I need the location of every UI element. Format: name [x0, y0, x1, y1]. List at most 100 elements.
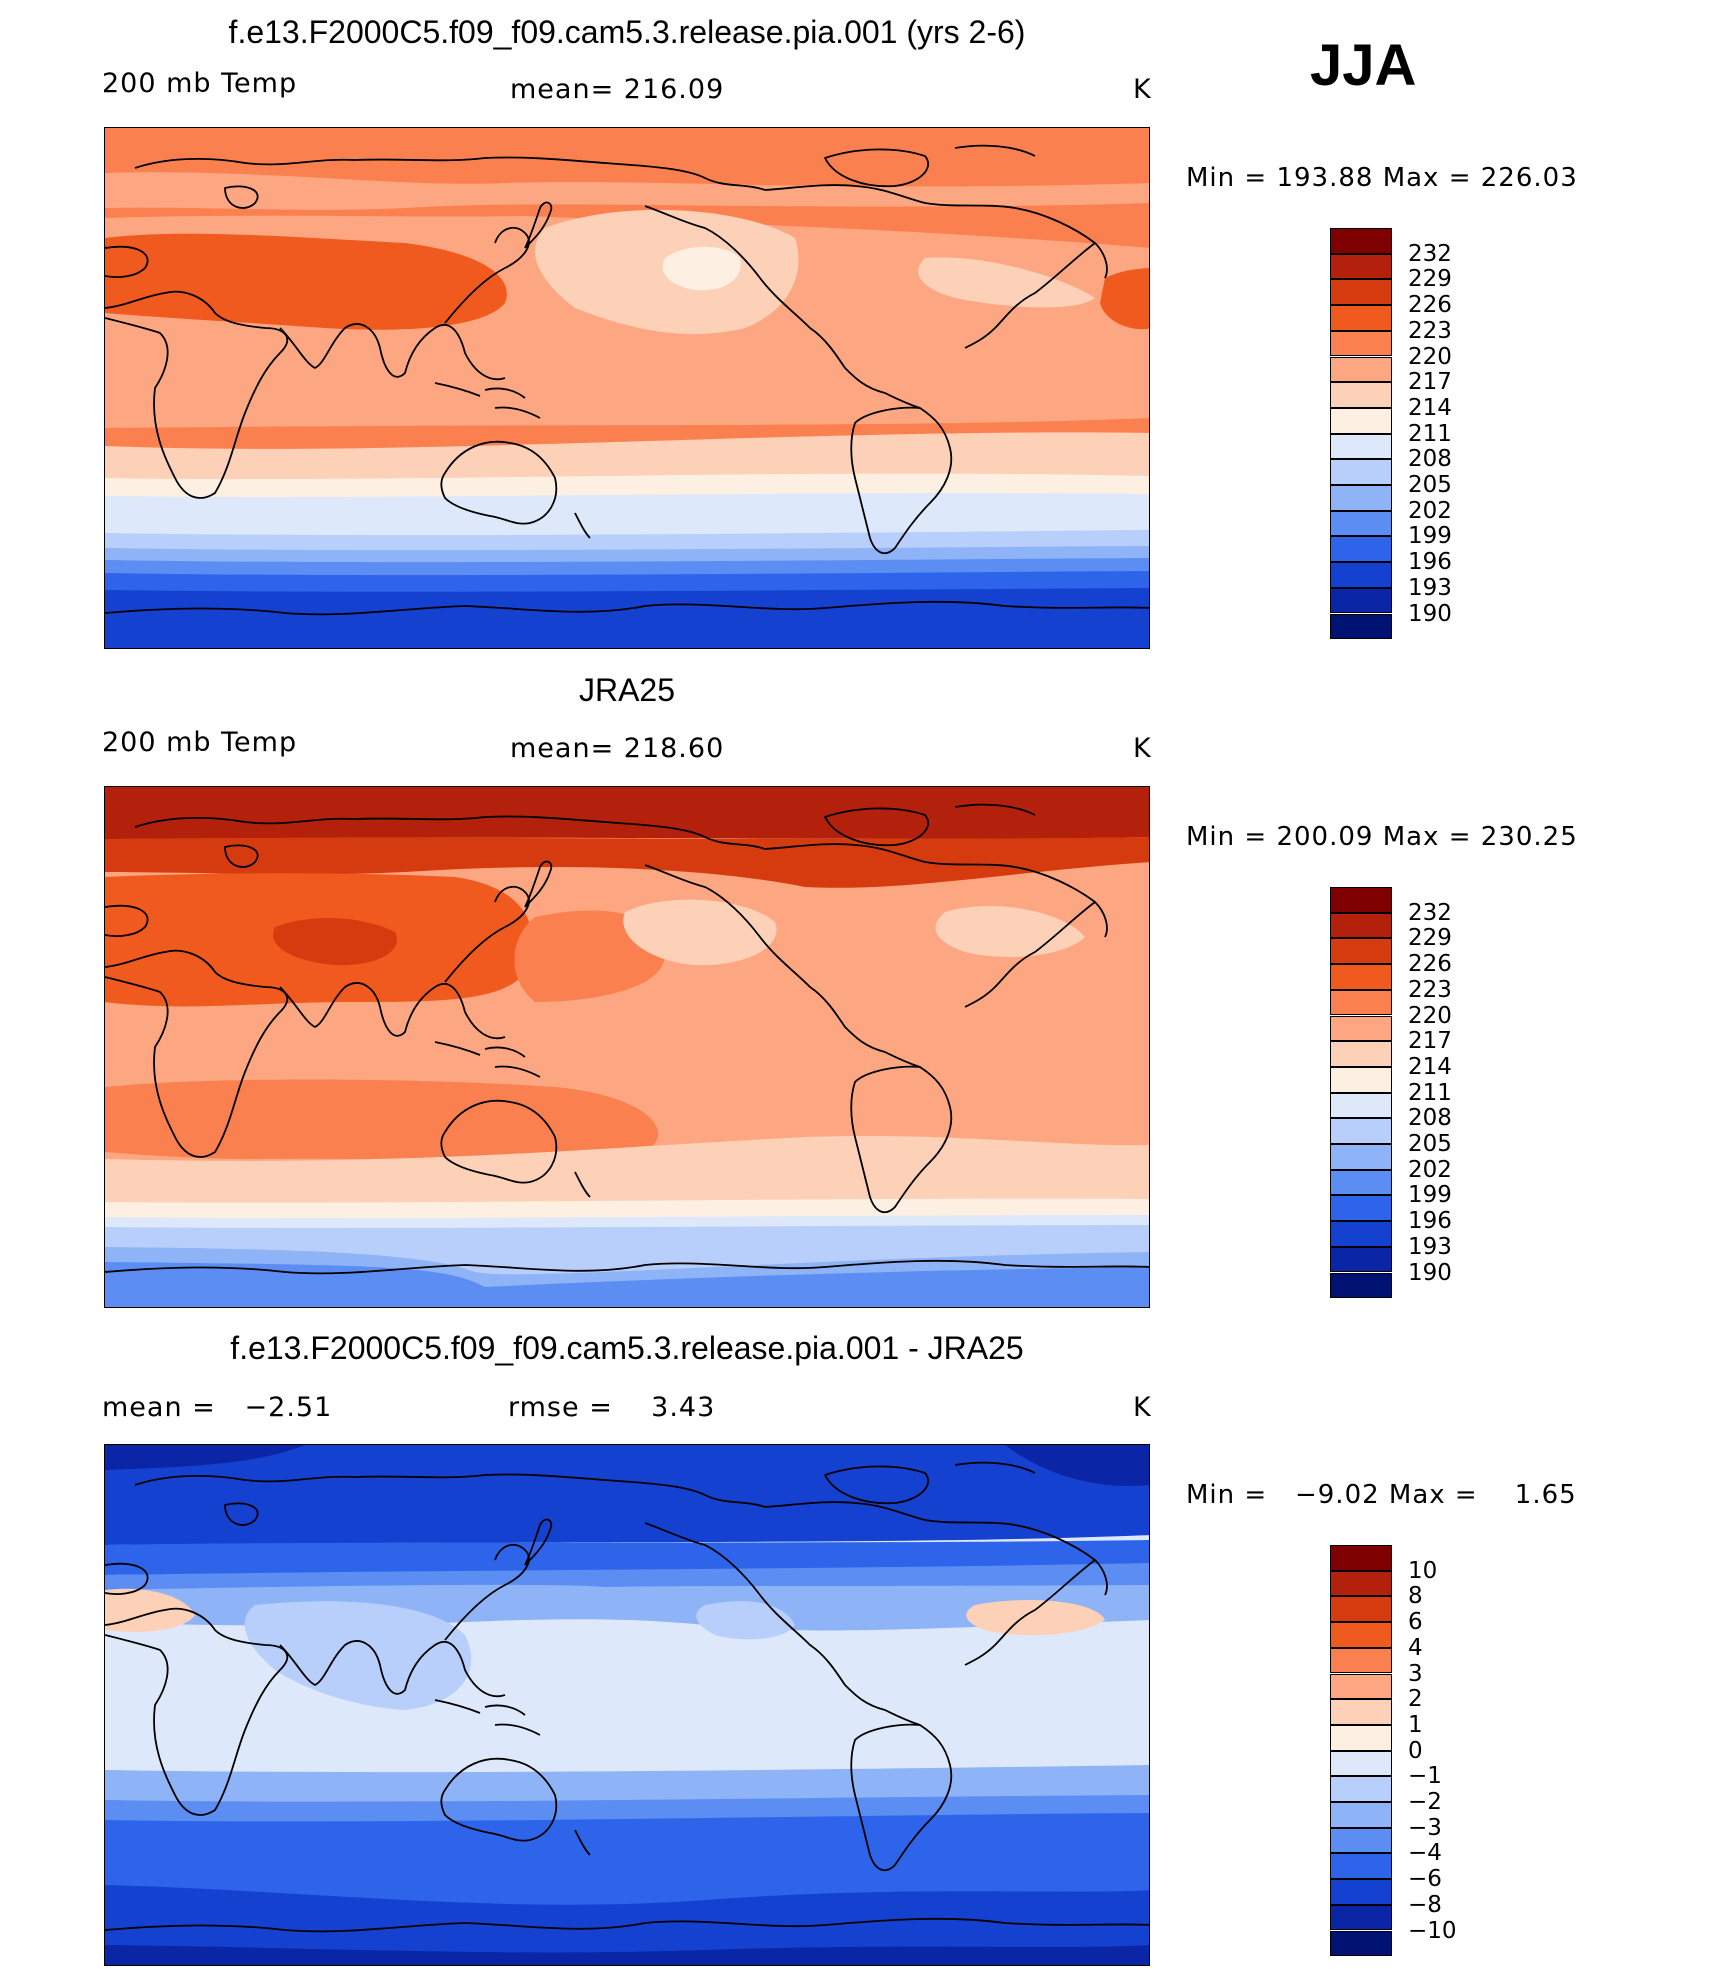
colorbar-label: 190 [1408, 1259, 1452, 1286]
rmse-label: rmse = 3.43 [508, 1392, 716, 1423]
colorbar-swatch [1330, 1144, 1392, 1170]
contour-band [105, 1588, 195, 1632]
mean-label: mean = −2.51 [102, 1392, 333, 1423]
colorbar-label: −10 [1408, 1917, 1457, 1944]
colorbar-label: 202 [1408, 1156, 1452, 1183]
colorbar-label: 4 [1408, 1634, 1423, 1661]
colorbar-swatch [1330, 562, 1392, 588]
colorbar-label: 193 [1408, 1233, 1452, 1260]
colorbar-swatch [1330, 228, 1392, 254]
contour-band [966, 1600, 1105, 1636]
colorbar-swatch [1330, 1699, 1392, 1725]
contour-band [105, 233, 507, 330]
colorbar-label: 226 [1408, 951, 1452, 978]
colorbar-swatch [1330, 1092, 1392, 1119]
contour-band [105, 1945, 1149, 1965]
colorbar-swatch [1330, 433, 1392, 460]
colorbar-swatch [1330, 1221, 1392, 1247]
colorbar-swatch [1330, 613, 1392, 640]
colorbar-swatch [1330, 1118, 1392, 1144]
colorbar-swatch [1330, 1904, 1392, 1931]
units-label: K [1133, 733, 1152, 764]
colorbar-label: 217 [1408, 369, 1452, 396]
contour-band [662, 246, 741, 291]
contour-band [105, 837, 1149, 888]
colorbar-swatch [1330, 356, 1392, 383]
contour-band [105, 1563, 1149, 1590]
colorbar-label: 2 [1408, 1686, 1423, 1713]
contour-band [623, 899, 777, 966]
colorbar-label: 211 [1408, 420, 1452, 447]
colorbar-swatch [1330, 587, 1392, 614]
colorbar-swatch [1330, 1930, 1392, 1957]
difference-map [104, 1444, 1150, 1966]
colorbar-label: −2 [1408, 1789, 1442, 1815]
colorbar-swatch [1330, 1776, 1392, 1802]
colorbar-swatch [1330, 1622, 1392, 1648]
contour-band [935, 906, 1085, 957]
colorbar-swatch [1330, 1015, 1392, 1042]
contour-band [1005, 1445, 1149, 1486]
colorbar-label: 196 [1408, 1208, 1452, 1235]
colorbar-swatch [1330, 1545, 1392, 1571]
colorbar-swatch [1330, 1195, 1392, 1222]
colorbar-swatch [1330, 1724, 1392, 1751]
colorbar-swatch [1330, 510, 1392, 537]
colorbar-label: 232 [1408, 240, 1452, 267]
contour-band [105, 1262, 1149, 1307]
colorbar-label: 199 [1408, 523, 1452, 550]
colorbar-swatch [1330, 253, 1392, 280]
colorbar-swatch [1330, 1570, 1392, 1597]
season-label: JJA [1310, 33, 1417, 98]
units-label: K [1133, 74, 1152, 105]
colorbar-swatch [1330, 485, 1392, 511]
colorbar-label: 208 [1408, 1105, 1452, 1132]
colorbar-label: 220 [1408, 1002, 1452, 1029]
colorbar-label: 196 [1408, 549, 1452, 576]
colorbar-swatch [1330, 964, 1392, 990]
colorbar-label: 8 [1408, 1583, 1423, 1610]
contour-band [1100, 268, 1149, 330]
colorbar-label: 226 [1408, 292, 1452, 319]
colorbar-label: 190 [1408, 600, 1452, 627]
colorbar-label: 3 [1408, 1660, 1423, 1687]
colorbar-label: 208 [1408, 446, 1452, 473]
colorbar-swatch [1330, 1673, 1392, 1700]
contour-band [105, 1445, 305, 1470]
colorbar-label: 229 [1408, 925, 1452, 952]
colorbar-swatch [1330, 1647, 1392, 1674]
colorbar-label: 214 [1408, 394, 1452, 421]
contour-band [105, 1079, 659, 1162]
contour-band [105, 588, 1149, 648]
temperature-map [104, 786, 1150, 1308]
panel-title: f.e13.F2000C5.f09_f09.cam5.3.release.pia… [228, 14, 1026, 50]
colorbar-swatch [1330, 1827, 1392, 1854]
contour-band [105, 172, 1149, 210]
colorbar-swatch [1330, 1596, 1392, 1623]
colorbar-swatch [1330, 459, 1392, 485]
colorbar-swatch [1330, 536, 1392, 563]
colorbar-label: 223 [1408, 317, 1452, 344]
min-max-label: Min = 200.09 Max = 230.25 [1186, 822, 1578, 852]
colorbar-label: 193 [1408, 574, 1452, 601]
colorbar-label: −1 [1408, 1763, 1442, 1790]
colorbar-label: 205 [1408, 472, 1452, 498]
variable-label: 200 mb Temp [102, 68, 298, 99]
min-max-label: Min = −9.02 Max = 1.65 [1186, 1480, 1577, 1510]
contour-band [105, 128, 1149, 162]
colorbar-swatch [1330, 938, 1392, 965]
colorbar-swatch [1330, 1802, 1392, 1828]
colorbar-swatch [1330, 912, 1392, 939]
colorbar-swatch [1330, 407, 1392, 434]
colorbar-label: 6 [1408, 1609, 1423, 1636]
contour-band [105, 1885, 1149, 1965]
mean-label: mean= 218.60 [510, 733, 725, 764]
colorbar-swatch [1330, 989, 1392, 1016]
colorbar-label: 217 [1408, 1028, 1452, 1055]
variable-label: 200 mb Temp [102, 727, 298, 758]
colorbar-label: −4 [1408, 1840, 1442, 1867]
contour-band [696, 1601, 795, 1640]
contour-band [105, 787, 1149, 839]
colorbar-swatch [1330, 1879, 1392, 1905]
colorbar-label: 1 [1408, 1711, 1423, 1738]
